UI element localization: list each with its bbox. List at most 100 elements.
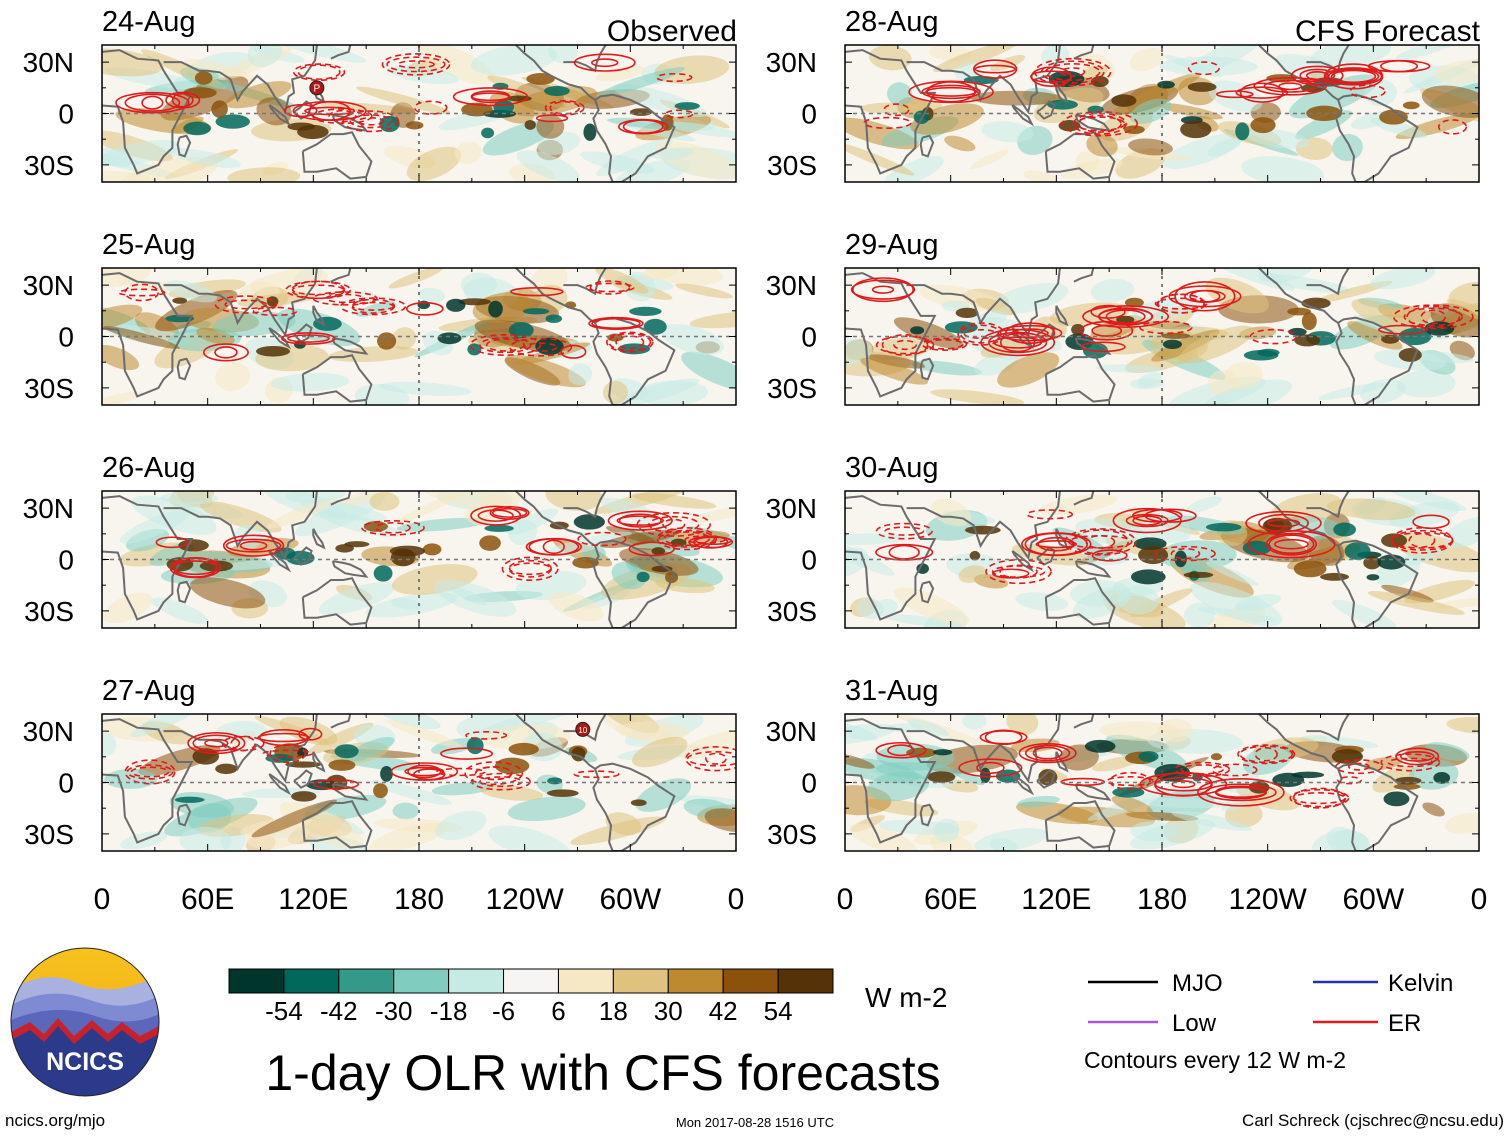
er-contour [1247,529,1336,559]
coastline [268,327,292,350]
olr-anomaly-blob [506,508,559,535]
olr-anomaly-blob [370,779,453,806]
x-tick-label: 0 [94,883,111,916]
er-contours [863,57,1468,137]
er-contour [588,316,644,330]
y-tick-label: 30S [24,373,74,404]
olr-core [291,791,317,802]
er-contour [501,556,559,582]
er-contour [1399,750,1435,762]
olr-core [544,85,570,97]
olr-anomaly-blob [997,352,1060,388]
er-contour [489,505,530,520]
olr-anomaly-blob [1038,494,1118,515]
olr-anomaly-blob [845,752,875,769]
olr-anomaly-blob [102,391,143,405]
olr-core [297,124,329,140]
olr-anomaly-blob [225,81,292,109]
coastline [301,800,373,849]
coastline [1074,783,1112,801]
er-contour [997,324,1063,342]
olr-anomaly-blob [860,357,929,385]
coastline [102,495,194,621]
olr-anomaly-blob [675,283,733,299]
coastline [293,546,313,566]
er-contour [262,749,313,758]
olr-anomaly-blob [1111,72,1202,116]
y-tick-label: 30S [767,819,817,850]
coastline [515,45,596,101]
er-contour [1380,753,1441,772]
er-contour [925,86,978,97]
er-contour [608,332,652,352]
er-contour [1215,90,1254,99]
olr-anomaly-blob [103,326,180,349]
er-contour [1171,780,1196,789]
er-contour [1347,762,1370,771]
olr-core [636,571,650,583]
x-tick-label: 120E [1021,883,1091,916]
er-contour [1395,747,1440,766]
y-tick-label: 0 [58,99,74,130]
er-contour [573,53,636,72]
olr-anomaly-blob [454,141,483,164]
er-contour [887,744,915,757]
olr-anomaly-blob [1006,714,1039,735]
olr-core [373,783,388,799]
er-contour [292,63,346,81]
olr-anomaly-blob [1074,518,1149,546]
coastline [1073,491,1095,506]
er-contour [1132,515,1162,526]
olr-core [1293,560,1327,578]
y-tick-label: 30N [766,716,817,747]
storm-marker-label: P [314,83,321,94]
olr-anomaly-blob [1111,795,1153,816]
footer-url: ncics.org/mjo [5,1111,105,1130]
olr-core [172,297,188,304]
olr-anomaly-blob [893,317,964,349]
olr-core [344,541,370,548]
er-contour [1253,76,1327,96]
olr-anomaly-blob [1433,59,1479,84]
olr-anomaly-blob [679,730,736,760]
coastline [293,100,313,120]
colorbar-swatch [283,968,340,994]
y-tick-label: 0 [58,322,74,353]
er-contour [585,282,635,293]
olr-core [484,524,514,532]
y-tick-label: 0 [58,545,74,576]
olr-anomaly-blob [1017,795,1060,808]
olr-anomaly-blob [849,823,918,851]
er-contour [404,766,445,777]
er-contour [471,92,510,102]
olr-core [1187,82,1217,92]
coastline [1073,268,1095,283]
er-contour [1299,68,1336,83]
axis-labels-layer: 30N 0 30S 30N 0 30S 30N 0 30S 30N 0 30S 30N 0 30S 30N 0 3… [23,47,1488,916]
olr-core [494,757,530,775]
olr-anomaly-blob [1184,602,1216,628]
er-contour [1289,788,1350,808]
coastline [1073,45,1095,60]
er-contour [485,338,525,352]
olr-anomaly-blob [1434,596,1479,609]
olr-anomaly-blob [247,45,282,68]
er-contour [686,750,736,767]
coastline [1074,337,1112,355]
olr-anomaly-blob [335,491,402,508]
olr-core [1210,753,1222,761]
olr-anomaly-blob [102,732,117,757]
er-contour [1254,747,1278,762]
colorbar-swatch [228,968,285,994]
y-tick-label: 30S [767,150,817,181]
olr-anomaly-blob [845,723,897,746]
olr-anomaly-blob [386,719,463,749]
olr-core [545,314,563,324]
olr-anomaly-blob [1015,592,1069,611]
olr-anomaly-blob [1241,156,1324,182]
olr-core [1320,572,1350,581]
coastline [845,49,937,175]
olr-anomaly-blob [654,55,730,84]
colorbar-tick-label: 6 [551,996,565,1026]
er-contour [985,559,1052,585]
